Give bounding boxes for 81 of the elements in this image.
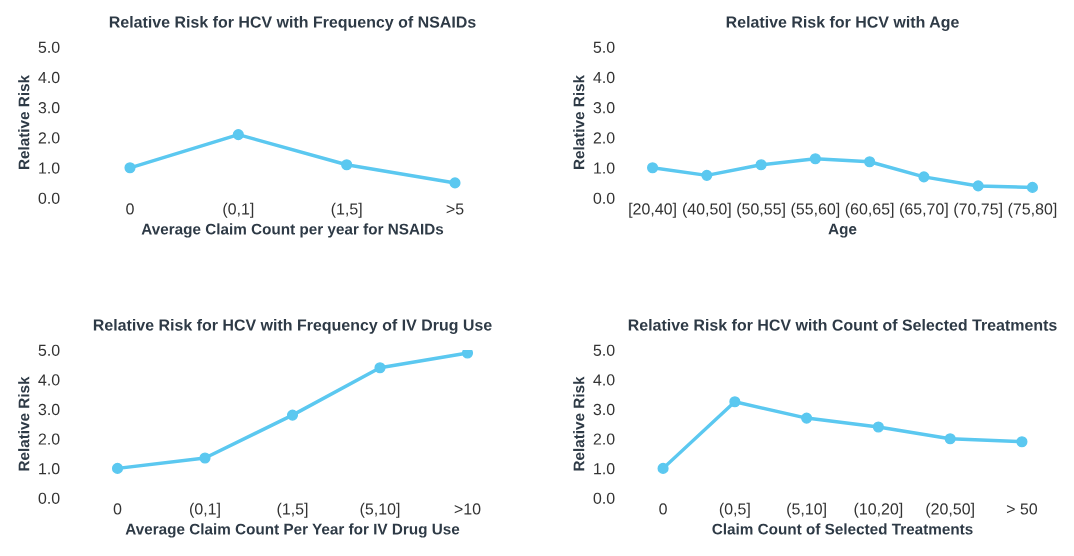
y-tick-label: 4.0 [38, 71, 60, 84]
y-axis-title: Relative Risk [18, 74, 30, 170]
x-tick-label: (0,5] [719, 502, 750, 518]
point [374, 362, 386, 374]
x-tick-label: (70,75] [954, 202, 1002, 218]
y-tick-label: 3.0 [593, 403, 615, 416]
x-tick-label: (65,70] [900, 202, 948, 218]
y-tick-label: 0.0 [593, 492, 615, 504]
point [701, 169, 713, 181]
y-tick-label: 4.0 [593, 71, 615, 84]
x-tick-label: (40,50] [682, 202, 731, 218]
x-tick-label: (75,80] [1008, 202, 1057, 218]
x-tick-label: [20,40] [629, 202, 676, 218]
y-tick-label: 1.0 [39, 162, 60, 174]
x-tick-label: (20,50] [926, 502, 974, 518]
y-tick-label: 0.0 [38, 492, 60, 504]
point [341, 159, 353, 171]
y-tick-label: 3.0 [38, 403, 60, 416]
x-tick-label: (55,60] [791, 202, 840, 218]
y-tick-label: 2.0 [38, 132, 60, 144]
y-tick-label: 3.0 [593, 102, 615, 114]
x-tick-label: (50,55] [737, 202, 785, 218]
x-tick-label: 0 [113, 503, 122, 515]
x-tick-label: >10 [454, 503, 481, 515]
chart-title: Relative Risk for HCV with Count of Selected Treatments [628, 318, 1057, 331]
x-tick-label: (0,1] [223, 202, 254, 218]
y-tick-label: 5.0 [38, 41, 60, 53]
point [872, 421, 884, 433]
point [944, 433, 956, 445]
x-tick-label: 0 [659, 503, 667, 515]
point [755, 159, 767, 171]
chart-title: Relative Risk for HCV with Age [726, 15, 959, 31]
x-tick-label: 0 [126, 203, 134, 215]
y-tick-label: 5.0 [593, 41, 615, 53]
point [111, 462, 124, 474]
x-axis-title: Average Claim Count Per Year for IV Drug Use [125, 523, 460, 538]
y-tick-label: 1.0 [594, 463, 615, 475]
point [809, 153, 821, 165]
y-tick-label: 2.0 [593, 132, 615, 144]
point [199, 452, 211, 464]
chart-title: Relative Risk for HCV with Frequency of NSAIDs [109, 15, 476, 31]
point [801, 412, 813, 424]
x-tick-label: (0,1] [190, 502, 220, 518]
y-axis-title: Relative Risk [573, 376, 585, 471]
point [647, 162, 659, 174]
y-tick-label: 4.0 [38, 374, 60, 386]
point [286, 409, 299, 421]
point [1026, 181, 1038, 193]
x-tick-label: (10,20] [854, 502, 903, 518]
point [449, 177, 461, 189]
x-tick-label: > 50 [1006, 503, 1038, 515]
y-tick-label: 3.0 [38, 102, 60, 114]
point [232, 129, 244, 141]
chart-title: Relative Risk for HCV with Frequency of IV Drug Use [93, 318, 492, 334]
y-tick-label: 0.0 [593, 192, 615, 204]
y-tick-label: 5.0 [38, 344, 60, 356]
point [729, 396, 741, 408]
point [972, 180, 984, 192]
y-tick-label: 5.0 [593, 344, 615, 356]
y-tick-label: 4.0 [593, 374, 615, 386]
point [864, 156, 876, 168]
x-tick-label: (5,10] [360, 502, 400, 518]
y-axis-title: Relative Risk [573, 74, 585, 170]
x-tick-label: (60,65] [845, 202, 894, 218]
point [124, 162, 136, 174]
y-tick-label: 1.0 [594, 162, 615, 174]
x-axis-title: Average Claim Count per year for NSAIDs [141, 223, 444, 238]
x-axis-title: Age [828, 223, 857, 238]
y-tick-label: 2.0 [38, 433, 60, 445]
x-tick-label: (1,5] [277, 502, 308, 518]
x-tick-label: (5,10] [787, 502, 826, 518]
x-axis-title: Claim Count of Selected Treatments [712, 523, 973, 535]
y-tick-label: 0.0 [38, 192, 60, 204]
point [1016, 436, 1028, 448]
point [657, 462, 669, 474]
point [918, 171, 930, 183]
x-tick-label: (1,5] [331, 202, 362, 218]
y-axis-title: Relative Risk [18, 376, 30, 471]
y-tick-label: 1.0 [39, 463, 60, 475]
x-tick-label: >5 [446, 203, 464, 215]
y-tick-label: 2.0 [593, 433, 615, 445]
